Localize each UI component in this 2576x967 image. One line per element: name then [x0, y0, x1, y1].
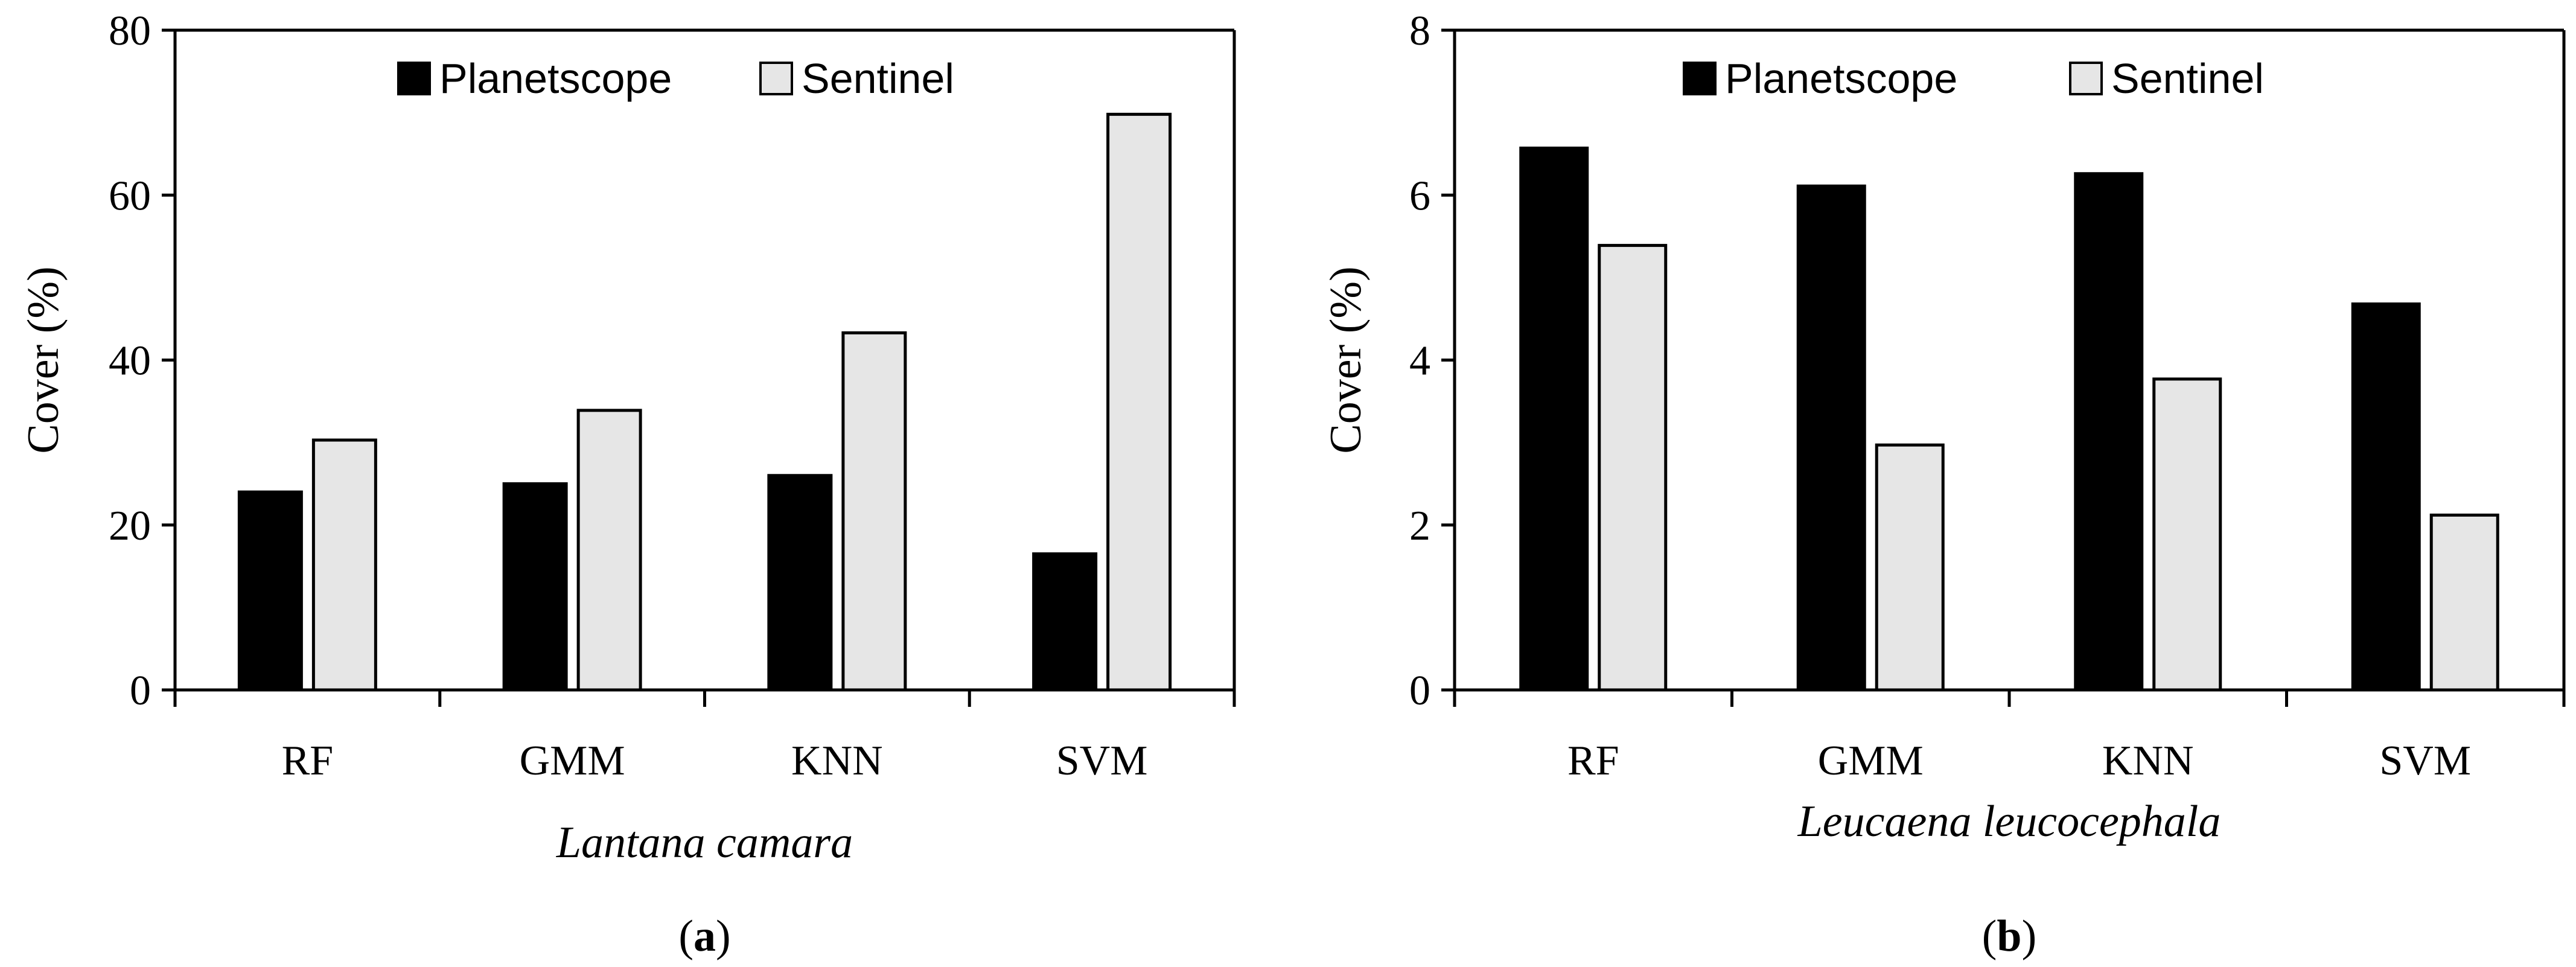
panel-caption: (a) [678, 911, 730, 961]
y-tick-label: 0 [130, 668, 151, 714]
bar-sentinel-gmm [1875, 443, 1945, 692]
bar-sentinel-svm [2429, 513, 2499, 692]
bar-planetscope-rf [1519, 146, 1589, 692]
bar-planetscope-svm [1032, 552, 1098, 692]
y-tick-label: 0 [1409, 668, 1430, 714]
chart-panel-b: 0 2 4 6 8 RF GMM KNN SVM Planetscope Sentinel C… [1321, 8, 2566, 961]
bars-group [1519, 146, 2499, 692]
x-tick-label: GMM [520, 738, 625, 784]
legend: Planetscope Sentinel [1683, 55, 2264, 102]
y-tick-label: 40 [109, 338, 151, 385]
y-tick-group: 0 2 4 6 8 [1409, 8, 1455, 714]
legend-swatch-sentinel [759, 62, 793, 95]
bar-sentinel-knn [841, 331, 907, 692]
x-tick-label: RF [282, 738, 334, 784]
caption-open-paren: ( [678, 911, 693, 961]
y-tick-label: 6 [1409, 173, 1430, 219]
bars-group [237, 112, 1172, 692]
bar-planetscope-knn [767, 474, 833, 692]
caption-close-paren: ) [2022, 911, 2037, 961]
y-tick-label: 2 [1409, 503, 1430, 549]
bar-planetscope-gmm [1796, 184, 1866, 692]
x-tick-label: SVM [1056, 738, 1148, 784]
x-tick-label: SVM [2379, 738, 2471, 784]
caption-letter: a [693, 911, 716, 961]
y-tick-label: 60 [109, 173, 151, 219]
x-tick-group: RF GMM KNN SVM [173, 690, 1236, 784]
legend-swatch-sentinel [2069, 62, 2103, 95]
bar-planetscope-knn [2074, 172, 2144, 692]
x-tick-label: RF [1567, 738, 1619, 784]
y-tick-label: 80 [109, 8, 151, 54]
y-tick-label: 20 [109, 503, 151, 549]
y-tick-label: 8 [1409, 8, 1430, 54]
legend-label-planetscope: Planetscope [1725, 55, 1957, 102]
bar-planetscope-rf [237, 490, 303, 692]
panel-caption: (b) [1982, 911, 2036, 961]
bar-sentinel-knn [2152, 377, 2222, 692]
legend-swatch-planetscope [1683, 62, 1717, 95]
y-tick-group: 0 20 40 60 80 [109, 8, 175, 714]
x-tick-label: KNN [791, 738, 883, 784]
y-axis-title: Cover (%) [1321, 266, 1371, 453]
legend-label-planetscope: Planetscope [439, 55, 672, 102]
x-axis-title: Leucaena leucocephala [1797, 797, 2221, 846]
x-axis-title: Lantana camara [556, 818, 853, 867]
caption-close-paren: ) [716, 911, 731, 961]
y-axis-title: Cover (%) [19, 266, 68, 453]
legend: Planetscope Sentinel [397, 55, 954, 102]
bar-sentinel-rf [1598, 244, 1668, 692]
bar-planetscope-gmm [502, 482, 568, 692]
legend-label-sentinel: Sentinel [2111, 55, 2264, 102]
legend-swatch-planetscope [397, 62, 431, 95]
x-tick-group: RF GMM KNN SVM [1453, 690, 2566, 784]
bar-sentinel-rf [311, 438, 377, 692]
legend-label-sentinel: Sentinel [802, 55, 954, 102]
bar-sentinel-svm [1106, 112, 1172, 692]
caption-open-paren: ( [1982, 911, 1997, 961]
caption-letter: b [1997, 911, 2021, 961]
bar-planetscope-svm [2351, 302, 2421, 692]
x-tick-label: KNN [2102, 738, 2194, 784]
chart-panel-a: 0 20 40 60 80 RF GMM KNN SVM Planetscope Sentin… [19, 8, 1236, 961]
y-tick-label: 4 [1409, 338, 1430, 385]
x-tick-label: GMM [1818, 738, 1924, 784]
bar-sentinel-gmm [576, 409, 642, 692]
